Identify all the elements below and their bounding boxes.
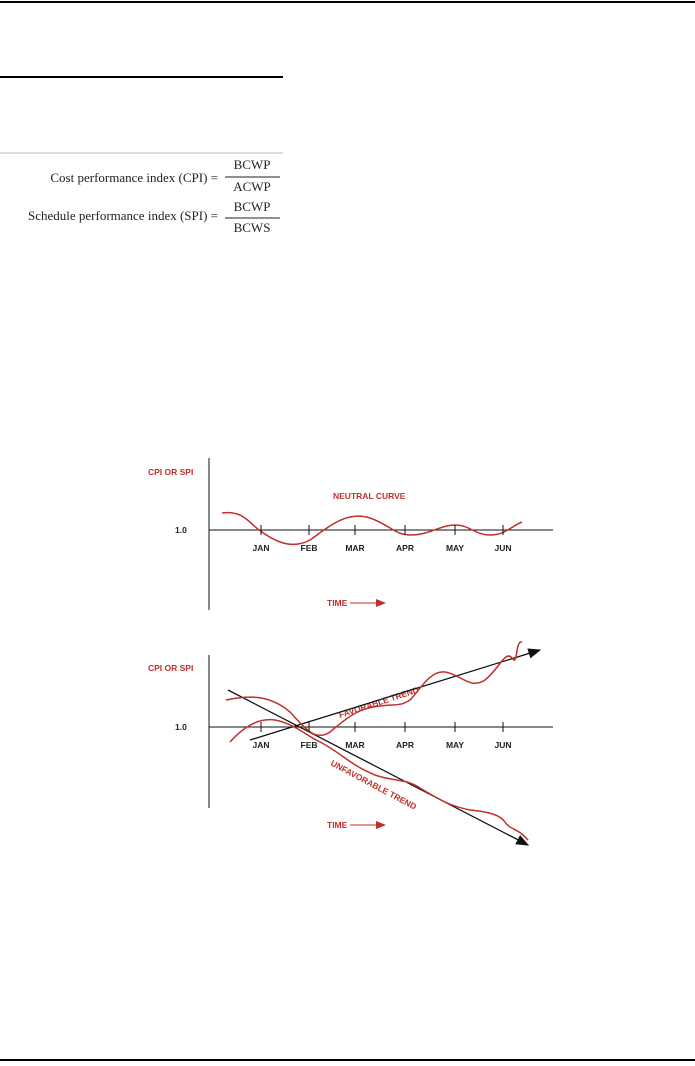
x-label: TIME xyxy=(327,598,348,608)
numerator: BCWP xyxy=(234,199,271,214)
denominator: BCWS xyxy=(234,220,271,235)
month-label: FEB xyxy=(301,740,318,750)
month-label: APR xyxy=(396,740,414,750)
month-label: JAN xyxy=(252,543,269,553)
month-label: JAN xyxy=(252,740,269,750)
month-label: MAY xyxy=(446,740,464,750)
y-label: CPI OR SPI xyxy=(148,467,193,477)
month-label: JUN xyxy=(494,543,511,553)
month-label: FEB xyxy=(301,543,318,553)
baseline-label: 1.0 xyxy=(175,722,187,732)
x-label: TIME xyxy=(327,820,348,830)
unfavorable-arrow xyxy=(227,689,530,846)
trend-label: FAVORABLE TREND xyxy=(338,685,420,720)
trend-label: UNFAVORABLE TREND xyxy=(329,758,418,812)
formula-label: Cost performance index (CPI) = xyxy=(50,170,218,185)
month-label: MAR xyxy=(345,740,364,750)
month-label: MAR xyxy=(345,543,364,553)
neutral-curve xyxy=(221,511,523,546)
favorable-curve xyxy=(225,641,523,737)
y-label: CPI OR SPI xyxy=(148,663,193,673)
formula-label: Schedule performance index (SPI) = xyxy=(28,208,218,223)
month-label: APR xyxy=(396,543,414,553)
baseline-label: 1.0 xyxy=(175,525,187,535)
unfavorable-curve xyxy=(229,718,529,841)
favorable-arrow xyxy=(249,648,542,741)
month-label: MAY xyxy=(446,543,464,553)
numerator: BCWP xyxy=(234,157,271,172)
month-label: JUN xyxy=(494,740,511,750)
curve-label: NEUTRAL CURVE xyxy=(333,491,406,501)
denominator: ACWP xyxy=(233,179,271,194)
